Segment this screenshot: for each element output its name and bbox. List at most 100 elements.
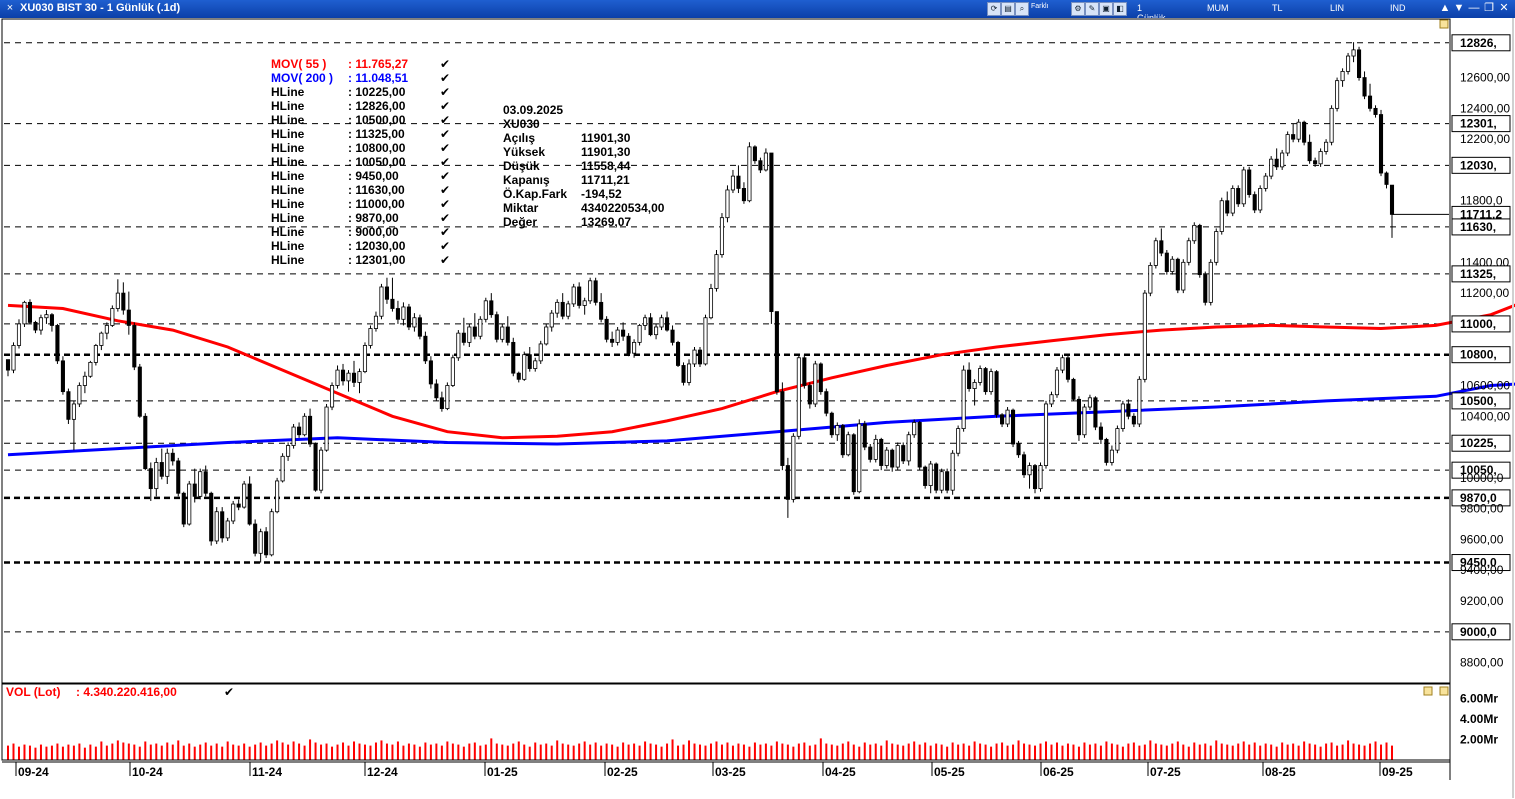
volume-bar	[1369, 743, 1372, 760]
candle	[730, 169, 735, 194]
y-tick-label: 11800,0	[1460, 194, 1503, 208]
candle	[1367, 83, 1373, 112]
volume-bar	[298, 743, 301, 760]
volume-bar	[177, 740, 180, 760]
volume-panel-close-icon[interactable]	[1439, 686, 1449, 696]
volume-bar	[407, 743, 410, 760]
candle	[736, 165, 741, 194]
volume-bar	[353, 741, 355, 760]
candle-down	[983, 368, 988, 393]
volume-panel-scroll-icon[interactable]	[1423, 686, 1433, 696]
zoom-icon[interactable]: ⌕	[1015, 2, 1029, 16]
volume-bar	[1303, 741, 1306, 760]
price-chart[interactable]: 12826, 12600,00 12400,00 12301,12200,00 1203…	[0, 18, 1515, 799]
volume-bar	[979, 743, 982, 760]
candle	[1274, 148, 1279, 170]
candle-up	[1115, 428, 1120, 451]
check-icon[interactable]: ✔	[440, 197, 450, 211]
toolbar-currency[interactable]: TL	[1272, 3, 1283, 13]
candle	[390, 277, 395, 312]
scroll-down-button[interactable]: ▼	[1453, 2, 1465, 14]
candle-down	[505, 326, 510, 343]
volume-bar	[1132, 742, 1135, 760]
candle-up	[401, 306, 406, 320]
lock-icon[interactable]: ▣	[1099, 2, 1113, 16]
check-icon[interactable]: ✔	[440, 71, 450, 85]
candle	[632, 339, 637, 358]
candle	[785, 457, 790, 518]
candle	[626, 333, 631, 357]
candle-up	[1280, 152, 1285, 168]
candle-up	[1346, 55, 1351, 72]
check-icon[interactable]: ✔	[440, 57, 450, 71]
volume-bar	[841, 743, 844, 760]
check-icon[interactable]: ✔	[440, 155, 450, 169]
volume-bar	[1253, 742, 1256, 760]
check-icon[interactable]: ✔	[440, 211, 450, 225]
candle	[434, 379, 439, 401]
volume-bar	[61, 746, 64, 760]
volume-bar	[1242, 741, 1245, 760]
check-icon[interactable]: ✔	[440, 85, 450, 99]
candle-up	[1230, 188, 1235, 214]
check-icon[interactable]: ✔	[440, 253, 450, 267]
volume-bar	[396, 741, 399, 760]
candle	[1197, 223, 1202, 278]
legend-name: HLine	[271, 183, 305, 197]
volume-bar	[984, 744, 987, 760]
check-icon[interactable]: ✔	[440, 239, 450, 253]
window-icon[interactable]: ◧	[1113, 2, 1127, 16]
y-label-text: 11325,	[1460, 267, 1496, 281]
close-icon[interactable]: close-icon	[4, 2, 16, 14]
volume-bar	[572, 745, 575, 760]
volume-check-icon[interactable]: ✔	[224, 685, 234, 699]
candle	[686, 359, 692, 386]
print-icon[interactable]: ▤	[1001, 2, 1015, 16]
draw-icon[interactable]: ✎	[1085, 2, 1099, 16]
refresh-icon[interactable]: ⟳	[987, 2, 1001, 16]
check-icon[interactable]: ✔	[440, 99, 450, 113]
check-icon[interactable]: ✔	[440, 127, 450, 141]
panel-scroll-icon[interactable]	[1439, 19, 1449, 29]
candle-down	[55, 325, 60, 362]
volume-bar	[1325, 743, 1328, 760]
candle	[1027, 462, 1032, 489]
candle-up	[1027, 465, 1032, 476]
y-label-text: 10225,	[1460, 436, 1497, 450]
candle	[1335, 77, 1340, 112]
y-label-text: 12400,00	[1460, 101, 1510, 115]
info-value: 13269,07	[581, 215, 631, 229]
y-tick-label: 12301,	[1451, 115, 1511, 133]
candle	[494, 311, 499, 343]
volume-bar	[792, 746, 795, 760]
candle	[373, 311, 379, 332]
scroll-up-button[interactable]: ▲	[1439, 2, 1451, 14]
check-icon[interactable]: ✔	[440, 169, 450, 183]
candle	[1071, 377, 1076, 401]
check-icon[interactable]: ✔	[440, 183, 450, 197]
volume-bar	[1259, 745, 1262, 760]
candle	[1247, 166, 1252, 198]
candle-down	[1011, 409, 1016, 445]
candle	[302, 413, 307, 437]
candle-down	[428, 360, 433, 385]
minimize-button[interactable]: —	[1468, 2, 1480, 14]
candle	[406, 303, 411, 331]
toolbar-period[interactable]: 1 Günlük	[1137, 3, 1166, 23]
candle-down	[5, 359, 11, 371]
toolbar-indicators[interactable]: IND	[1390, 3, 1406, 13]
window-close-button[interactable]: ✕	[1499, 2, 1509, 14]
candle-down	[33, 321, 38, 331]
check-icon[interactable]: ✔	[440, 113, 450, 127]
candle-up	[884, 449, 889, 466]
candle	[27, 299, 33, 324]
candle-down	[741, 188, 746, 202]
check-icon[interactable]: ✔	[440, 141, 450, 155]
maximize-button[interactable]: ❐	[1484, 2, 1494, 14]
candle-up	[928, 463, 933, 486]
toolbar-scale[interactable]: LIN	[1330, 3, 1345, 13]
check-icon[interactable]: ✔	[440, 225, 450, 239]
toolbar-farkli[interactable]: Farklı	[1031, 3, 1049, 10]
toolbar-candle[interactable]: MUM	[1207, 3, 1229, 13]
settings-icon[interactable]: ⚙	[1071, 2, 1085, 16]
